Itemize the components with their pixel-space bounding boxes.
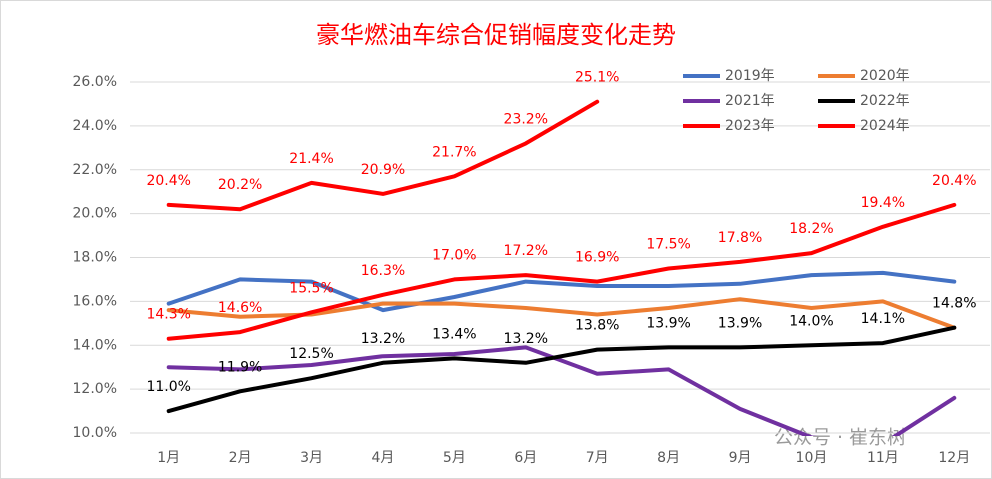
data-label: 11.0% [146,379,190,395]
y-tick-label: 10.0% [73,425,117,441]
data-label: 13.2% [361,331,405,347]
plot-area [166,99,957,436]
data-label: 17.5% [646,236,690,252]
x-tick-label: 1月 [157,450,180,466]
x-tick-label: 4月 [371,450,394,466]
series-line [166,345,957,436]
data-label: 11.9% [218,359,262,375]
x-tick-label: 12月 [938,450,970,466]
legend-label: 2020年 [860,68,910,84]
y-tick-label: 16.0% [73,293,117,309]
y-tick-label: 18.0% [73,250,117,266]
y-tick-label: 26.0% [73,74,117,90]
y-tick-label: 22.0% [73,162,117,178]
legend-label: 2021年 [725,93,775,109]
data-label: 20.4% [932,173,976,189]
x-tick-label: 3月 [300,450,323,466]
data-label: 14.0% [789,313,833,329]
y-tick-label: 14.0% [73,337,117,353]
legend-label: 2024年 [860,118,910,134]
data-label: 13.4% [432,326,476,342]
data-label: 14.8% [932,296,976,312]
data-label: 25.1% [575,70,619,86]
legend-label: 2023年 [725,118,775,134]
data-label: 19.4% [861,195,905,211]
data-label: 16.3% [361,263,405,279]
x-tick-label: 5月 [443,450,466,466]
data-label: 21.7% [432,144,476,160]
data-label: 20.4% [146,173,190,189]
series-line [166,202,957,341]
series-line [166,325,957,414]
data-label: 17.0% [432,247,476,263]
y-tick-label: 24.0% [73,118,117,134]
data-label: 15.5% [289,280,333,296]
watermark: 公众号 · 崔东树 [774,427,906,449]
x-tick-label: 7月 [586,450,609,466]
data-label: 12.5% [289,346,333,362]
data-label: 17.8% [718,230,762,246]
series-line [166,99,600,212]
data-label: 13.9% [646,315,690,331]
y-tick-label: 12.0% [73,381,117,397]
data-label: 13.9% [718,315,762,331]
data-label: 13.2% [504,331,548,347]
x-tick-label: 8月 [657,450,680,466]
x-tick-label: 11月 [867,450,899,466]
data-label: 21.4% [289,151,333,167]
data-label: 13.8% [575,318,619,334]
chart-title: 豪华燃油车综合促销幅度变化走势 [316,21,676,49]
data-label: 23.2% [504,111,548,127]
data-label: 20.2% [218,177,262,193]
data-label: 18.2% [789,221,833,237]
y-tick-label: 20.0% [73,206,117,222]
data-label: 20.9% [361,162,405,178]
x-tick-label: 9月 [729,450,752,466]
legend-label: 2022年 [860,93,910,109]
data-label: 14.6% [218,300,262,316]
series-line [166,270,957,313]
x-tick-label: 2月 [229,450,252,466]
data-label: 14.3% [146,307,190,323]
data-label: 16.9% [575,250,619,266]
data-label: 17.2% [504,243,548,259]
x-tick-label: 6月 [514,450,537,466]
x-tick-label: 10月 [796,450,828,466]
data-label: 14.1% [861,311,905,327]
legend-label: 2019年 [725,68,775,84]
